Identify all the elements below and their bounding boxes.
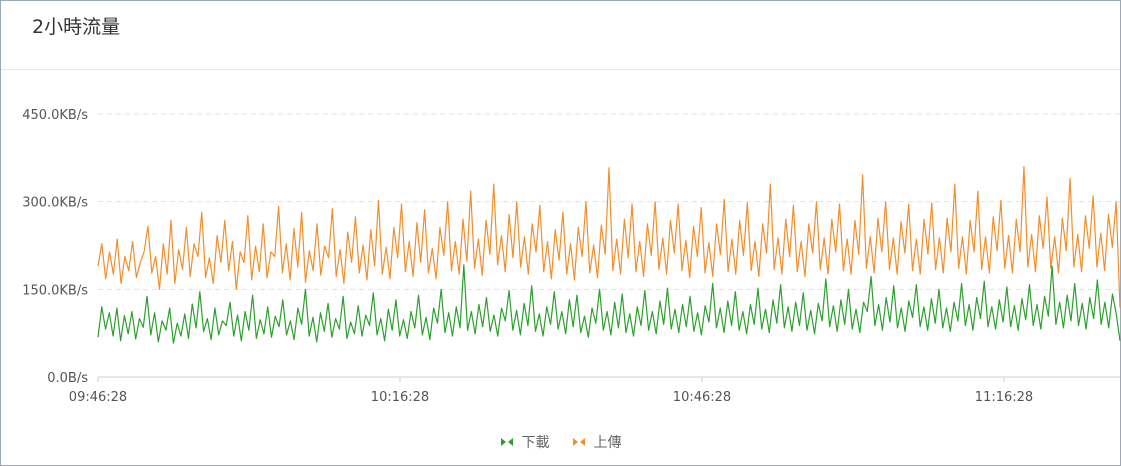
x-tick-label: 09:46:28 — [69, 390, 127, 405]
upload-series-line — [97, 166, 1121, 309]
download-series-line — [97, 264, 1121, 344]
y-tick-label: 0.0B/s — [47, 371, 88, 386]
legend-label-upload: 上傳 — [593, 435, 622, 451]
panel-title: 2小時流量 — [32, 16, 121, 38]
legend: 下載 上傳 — [0, 432, 1121, 452]
traffic-chart: 0.0B/s 150.0KB/s 300.0KB/s 450.0KB/s 09:46:… — [22, 108, 1121, 405]
legend-item-upload[interactable]: 上傳 — [572, 432, 622, 452]
y-tick-label: 150.0KB/s — [22, 283, 88, 298]
y-tick-label: 300.0KB/s — [22, 196, 88, 211]
x-axis: 09:46:28 10:16:28 10:46:28 11:16:28 — [69, 376, 1120, 405]
series-lines — [97, 166, 1121, 344]
y-tick-label: 450.0KB/s — [22, 108, 88, 123]
download-legend-icon — [500, 438, 513, 446]
legend-item-download[interactable]: 下載 — [500, 432, 550, 452]
x-tick-label: 10:16:28 — [371, 390, 429, 405]
x-tick-label: 11:16:28 — [975, 390, 1033, 405]
y-axis-ticks: 0.0B/s 150.0KB/s 300.0KB/s 450.0KB/s — [22, 108, 88, 386]
legend-label-download: 下載 — [521, 435, 550, 451]
panel-header: 2小時流量 — [1, 1, 1120, 70]
x-tick-label: 10:46:28 — [673, 390, 731, 405]
upload-legend-icon — [572, 438, 585, 446]
